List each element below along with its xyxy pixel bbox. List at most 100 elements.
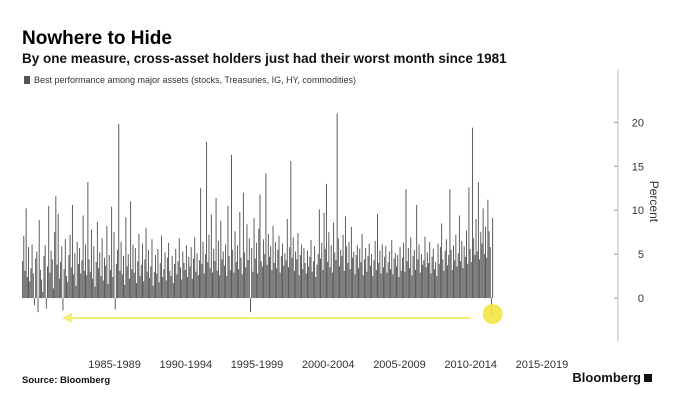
bar [212, 272, 213, 299]
bar [125, 217, 127, 299]
bar [464, 256, 466, 299]
bar [23, 235, 25, 299]
bar [252, 271, 254, 299]
bar [255, 242, 257, 299]
bar [354, 274, 356, 299]
bar [250, 298, 251, 313]
bar [368, 243, 370, 299]
source-note: Source: Bloomberg [22, 375, 111, 386]
bar [344, 216, 346, 299]
bar [403, 242, 405, 299]
bar [479, 259, 481, 299]
bar [246, 224, 248, 299]
bar [112, 276, 114, 299]
bar [299, 255, 301, 299]
bar [259, 194, 261, 299]
bar [363, 259, 365, 299]
bar [197, 275, 199, 299]
bar [335, 260, 337, 299]
bar [276, 268, 278, 299]
bar [73, 274, 75, 299]
bar [165, 280, 167, 299]
bar [22, 261, 24, 299]
bar [44, 245, 46, 299]
bar [278, 235, 280, 299]
bar [265, 173, 267, 299]
bar [155, 255, 157, 299]
bar [55, 196, 57, 299]
bar [340, 249, 342, 299]
bar [463, 246, 465, 299]
bar [87, 182, 89, 299]
bar [325, 183, 327, 299]
bar [481, 243, 483, 299]
bar [461, 240, 463, 299]
bar [350, 226, 352, 299]
bar [225, 244, 227, 299]
x-tick-label: 2015-2019 [516, 359, 569, 371]
bar [453, 245, 454, 299]
bar [219, 275, 221, 299]
bar [75, 285, 77, 299]
bar [272, 226, 274, 299]
bar [62, 298, 64, 311]
bar [29, 281, 31, 299]
bar [480, 232, 482, 299]
bar [475, 219, 477, 299]
bar [60, 262, 62, 299]
chart-title: Nowhere to Hide [22, 28, 172, 49]
bar [258, 228, 260, 299]
bar [239, 211, 241, 299]
bar [235, 262, 237, 299]
bar [353, 251, 355, 299]
bar [117, 249, 119, 299]
bar [384, 256, 386, 299]
bar [85, 244, 86, 299]
bar [407, 247, 409, 299]
bar [183, 262, 185, 299]
bar [266, 264, 268, 299]
bar [136, 283, 138, 299]
bar [102, 280, 104, 299]
bar [412, 255, 414, 299]
bar [39, 269, 41, 299]
bar [86, 275, 88, 299]
bar [468, 187, 470, 299]
bar [267, 233, 269, 299]
bar [432, 248, 434, 299]
bar [396, 266, 397, 299]
y-tick-label: 0 [638, 293, 644, 305]
bar [482, 208, 484, 299]
bar [387, 262, 389, 299]
bar [253, 218, 255, 299]
bar [111, 206, 113, 299]
bar [51, 259, 53, 299]
bar [94, 286, 96, 299]
bar [115, 263, 117, 299]
bar [54, 232, 56, 299]
bar [328, 232, 330, 299]
bar [48, 205, 50, 299]
bar [434, 269, 435, 299]
bar [355, 255, 357, 299]
bar [392, 274, 394, 299]
bar [63, 269, 65, 299]
bar [286, 219, 288, 299]
bar [204, 254, 206, 299]
bar [182, 251, 184, 299]
bar [157, 248, 159, 299]
bar [317, 254, 319, 299]
bar [144, 259, 146, 299]
bar [359, 248, 361, 299]
bar [333, 222, 335, 299]
bar [207, 262, 209, 299]
bar [336, 113, 338, 299]
bar [196, 253, 198, 299]
bar [413, 249, 415, 299]
bar [57, 213, 59, 299]
bar [185, 245, 187, 299]
bar [80, 273, 82, 299]
bar [123, 255, 124, 299]
bar [471, 127, 473, 299]
bar [195, 271, 197, 299]
